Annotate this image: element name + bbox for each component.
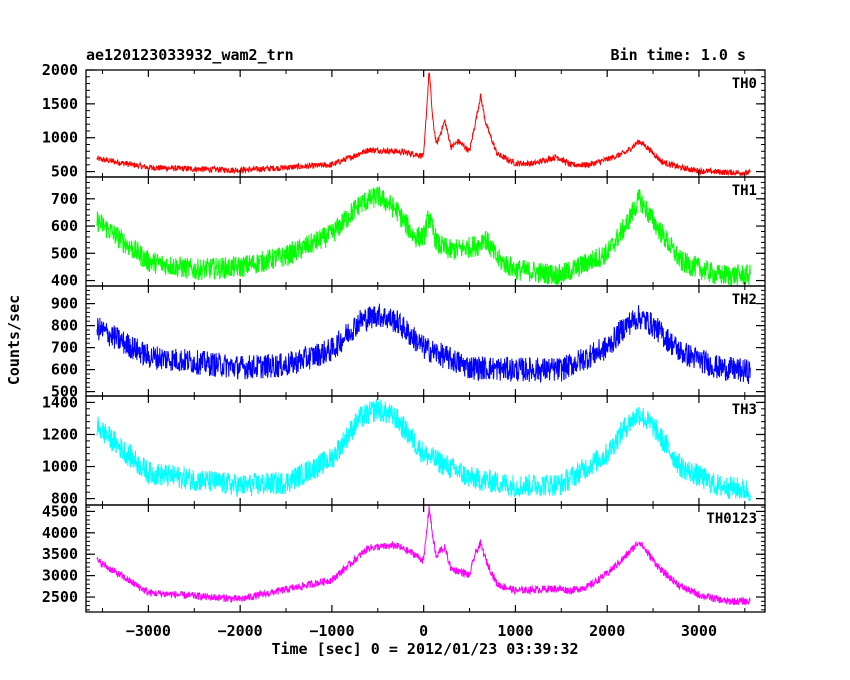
chart-title: ae120123033932_wam2_trn [86,46,294,64]
x-tick-label: 3000 [681,622,717,640]
x-axis-label: Time [sec] 0 = 2012/01/23 03:39:32 [271,640,578,658]
y-tick-label: 600 [51,217,78,235]
y-tick-label: 600 [51,361,78,379]
panel-label-th2: TH2 [732,292,757,308]
x-tick-label: 2000 [589,622,625,640]
panel-label-th0: TH0 [732,76,757,92]
y-tick-label: 800 [51,317,78,335]
series-line-th0123 [96,505,751,606]
panel-frame [85,504,766,613]
y-tick-label: 4000 [42,524,78,542]
y-tick-label: 700 [51,190,78,208]
y-tick-label: 700 [51,339,78,357]
x-tick-label: 0 [419,622,428,640]
series-line-th2 [96,303,751,384]
panel-th0123: 2500 3000 3500 4000 4500 TH0123 [42,502,766,613]
y-tick-label: 1200 [42,425,78,443]
y-tick-label: 1000 [42,129,78,147]
panel-label-th1: TH1 [732,183,757,199]
x-axis: −3000 −2000 −1000 0 1000 2000 3000 [126,622,717,640]
series-line-th3 [96,399,751,502]
y-tick-label: 900 [51,295,78,313]
x-tick-label: −2000 [218,622,263,640]
y-tick-label: 2500 [42,588,78,606]
bin-time-label: Bin time: 1.0 s [611,46,746,64]
panel-th0: 500 1000 1500 2000 TH0 [42,61,766,181]
y-tick-label: 1400 [42,393,78,411]
y-tick-label: 400 [51,272,78,290]
y-tick-label: 500 [51,244,78,262]
panel-th3: 800 1000 1200 1400 TH3 [42,393,766,508]
y-tick-label: 800 [51,490,78,508]
x-tick-label: −3000 [126,622,171,640]
panel-label-th3: TH3 [732,402,757,418]
panel-th2: 500 600 700 800 900 TH2 [51,285,766,401]
y-axis-label: Counts/sec [5,295,23,385]
series-line-th0 [96,71,751,177]
x-tick-label: −1000 [309,622,354,640]
y-tick-label: 1000 [42,458,78,476]
y-tick-label: 4500 [42,502,78,520]
y-tick-label: 2000 [42,61,78,79]
panel-th1: 400 500 600 700 TH1 [51,176,766,290]
y-tick-label: 1500 [42,95,78,113]
y-tick-label: 3000 [42,567,78,585]
y-tick-label: 500 [51,383,78,401]
panel-label-th0123: TH0123 [706,511,757,527]
y-tick-label: 3500 [42,545,78,563]
y-tick-label: 500 [51,163,78,181]
x-tick-label: 1000 [497,622,533,640]
series-line-th1 [96,186,751,286]
panels-group: 500 1000 1500 2000 TH0 400 500 600 700 TH1 500 600 7… [42,61,766,613]
